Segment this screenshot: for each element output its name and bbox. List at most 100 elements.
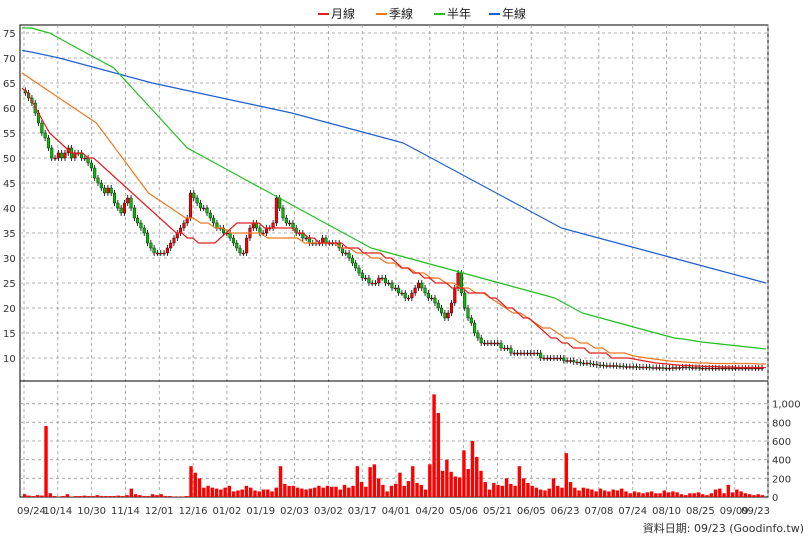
candle-body xyxy=(96,177,100,184)
x-tick-label: 01/02 xyxy=(212,506,241,517)
volume-bar xyxy=(679,494,684,497)
candle-body xyxy=(73,152,77,159)
candle-body xyxy=(93,167,97,179)
month-line xyxy=(21,87,766,369)
volume-bar xyxy=(432,394,436,497)
candle-body xyxy=(638,366,642,369)
volume-bar xyxy=(65,494,70,497)
x-tick-label: 05/06 xyxy=(449,506,478,517)
volume-bar xyxy=(359,482,364,497)
volume-bar xyxy=(504,478,509,497)
candle-body xyxy=(625,366,629,368)
volume-bar xyxy=(334,486,338,497)
volume-bar xyxy=(355,466,360,497)
candle-body xyxy=(489,342,493,345)
candle-body xyxy=(519,352,523,355)
legend-label-2: 季線 xyxy=(389,6,413,21)
volume-bar xyxy=(236,490,240,497)
candle-body xyxy=(479,337,483,344)
candle-body xyxy=(63,152,67,159)
candle-body xyxy=(707,367,711,370)
price-tick-label: 45 xyxy=(3,179,16,190)
volume-bar xyxy=(372,464,377,497)
candle-body xyxy=(641,366,645,369)
candle-body xyxy=(360,272,364,279)
candle-body xyxy=(644,366,648,369)
x-tick-label: 04/01 xyxy=(382,506,411,517)
candle-body xyxy=(585,362,589,365)
candle-body xyxy=(53,157,57,160)
volume-bar xyxy=(116,495,121,497)
volume-bar xyxy=(530,485,534,497)
price-axis: 10 15 20 25 30 35 40 45 50 55 60 65 70 75 xyxy=(3,29,16,365)
candle-body xyxy=(582,362,586,365)
volume-bar xyxy=(138,495,142,497)
candle-body xyxy=(350,257,354,264)
candle-body xyxy=(506,347,510,350)
candle-body xyxy=(687,366,691,369)
candle-body xyxy=(558,357,563,360)
candle-body xyxy=(440,307,444,314)
candle-body xyxy=(241,252,245,255)
volume-bar xyxy=(389,485,394,497)
volume-bar xyxy=(351,485,355,497)
volume-bar xyxy=(632,491,637,497)
candle-body xyxy=(403,292,407,299)
candle-body xyxy=(634,366,639,368)
volume-bar xyxy=(210,487,215,497)
legend-label-3: 半年 xyxy=(447,7,471,21)
candle-body xyxy=(304,237,308,240)
volume-bar xyxy=(287,485,291,497)
volume-bar xyxy=(108,496,112,497)
candle-body xyxy=(539,352,543,359)
volume-bar xyxy=(419,484,423,497)
candle-body xyxy=(354,262,358,269)
candle-body xyxy=(185,217,189,224)
quarter-line xyxy=(21,72,766,365)
x-tick-label: 02/03 xyxy=(280,506,309,517)
candle-body xyxy=(691,367,695,369)
candle-body xyxy=(727,367,731,370)
volume-bar xyxy=(44,426,48,497)
volume-bar xyxy=(602,490,607,497)
candle-body xyxy=(658,367,662,369)
volume-bar xyxy=(376,478,381,497)
candle-body xyxy=(430,297,434,300)
volume-bar xyxy=(479,470,483,497)
volume-bar xyxy=(330,486,334,497)
volume-bar xyxy=(31,496,35,497)
volume-bar xyxy=(91,496,95,497)
candle-body xyxy=(393,287,397,290)
candle-body xyxy=(697,367,701,369)
x-tick-label: 08/25 xyxy=(686,506,715,517)
volume-bar xyxy=(381,484,385,497)
volume-bar xyxy=(611,489,615,497)
candle-body xyxy=(390,282,394,289)
candle-body xyxy=(482,342,487,345)
volume-bar xyxy=(278,466,283,497)
volume-bar xyxy=(189,466,193,497)
x-tick-label: 06/23 xyxy=(551,506,580,517)
volume-bar xyxy=(526,483,530,497)
candle-body xyxy=(288,222,292,225)
candle-body xyxy=(274,197,278,224)
candle-body xyxy=(162,252,166,255)
x-tick-label: 12/16 xyxy=(179,506,208,517)
candle-body xyxy=(86,157,90,164)
candle-body xyxy=(615,365,619,367)
volume-bar xyxy=(666,492,671,497)
volume-bar xyxy=(104,496,108,497)
volume-bar xyxy=(637,492,641,497)
x-tick-label: 07/24 xyxy=(618,506,647,517)
volume-bar xyxy=(641,493,645,497)
volume-bar xyxy=(99,496,104,497)
candle-body xyxy=(747,367,751,370)
candle-body xyxy=(205,207,209,214)
volume-bar xyxy=(61,496,65,497)
candle-body xyxy=(611,365,615,367)
volume-bar xyxy=(496,484,500,497)
candle-body xyxy=(347,252,351,259)
volume-bar xyxy=(671,491,675,497)
volume-bar xyxy=(466,469,470,497)
